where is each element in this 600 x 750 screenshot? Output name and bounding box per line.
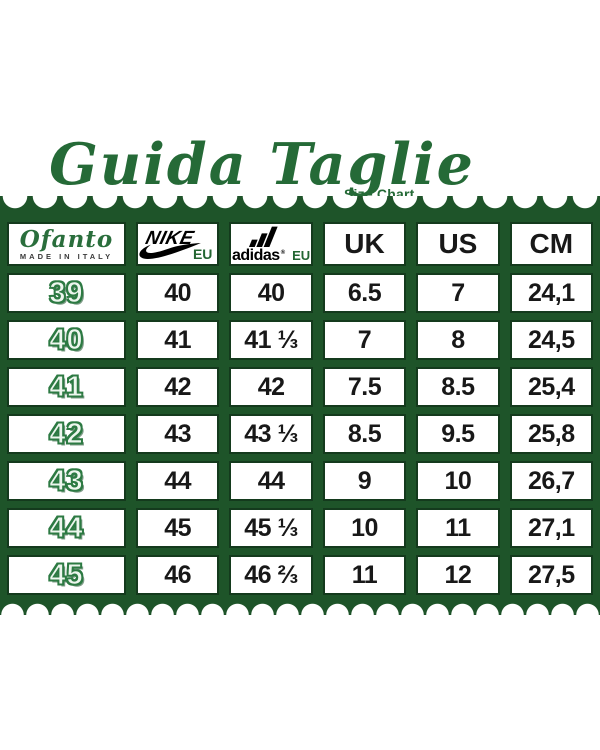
nike-size-cell: 42 [136,367,220,407]
uk-size-cell: 7 [322,320,407,360]
nike-size-cell: 41 [136,320,220,360]
uk-header: UK [322,222,407,266]
adidas-size-cell: 46 ⅔ [229,555,313,595]
nike-size-cell: 40 [136,273,220,313]
ofanto-size-cell: 39 [7,273,126,313]
cm-size-cell: 25,8 [509,414,593,454]
adidas-header: adidas ® EU [229,222,313,266]
table-row: 42 43 43 ⅓ 8.5 9.5 25,8 [7,414,593,454]
us-size-cell: 10 [416,461,500,501]
ofanto-size-cell: 43 [7,461,126,501]
cm-size-cell: 27,1 [509,508,593,548]
adidas-eu-label: EU [292,247,311,263]
table-body: 39 40 40 6.5 7 24,1 40 41 41 ⅓ 7 8 24,5 … [7,273,593,595]
nike-header: NIKE EU [136,222,220,266]
nike-size-cell: 43 [136,414,220,454]
table-row: 44 45 45 ⅓ 10 11 27,1 [7,508,593,548]
uk-size-cell: 10 [322,508,407,548]
table-row: 41 42 42 7.5 8.5 25,4 [7,367,593,407]
top-scallop-border [0,196,600,213]
adidas-size-cell: 40 [229,273,313,313]
nike-size-cell: 44 [136,461,220,501]
ofanto-size-cell: 40 [7,320,126,360]
adidas-reg-mark: ® [280,249,286,256]
uk-size-cell: 7.5 [322,367,407,407]
table-header-row: Ofanto MADE IN ITALY NIKE EU [7,222,593,266]
nike-size-cell: 46 [136,555,220,595]
nike-logo: NIKE [136,227,202,260]
us-size-cell: 11 [416,508,500,548]
ofanto-size-cell: 44 [7,508,126,548]
ofanto-header: Ofanto MADE IN ITALY [7,222,126,266]
uk-header-label: UK [344,228,385,259]
table-row: 43 44 44 9 10 26,7 [7,461,593,501]
ofanto-logo: Ofanto [19,225,114,253]
bottom-scallop-border [0,601,600,615]
us-size-cell: 12 [416,555,500,595]
table-row: 40 41 41 ⅓ 7 8 24,5 [7,320,593,360]
table-row: 39 40 40 6.5 7 24,1 [7,273,593,313]
table-row: 45 46 46 ⅔ 11 12 27,5 [7,555,593,595]
uk-size-cell: 6.5 [322,273,407,313]
nike-swoosh-icon [139,242,201,259]
adidas-size-cell: 43 ⅓ [229,414,313,454]
cm-size-cell: 24,5 [509,320,593,360]
us-size-cell: 7 [416,273,500,313]
uk-size-cell: 11 [322,555,407,595]
nike-wordmark: NIKE [143,227,196,249]
cm-size-cell: 27,5 [509,555,593,595]
size-table: Ofanto MADE IN ITALY NIKE EU [0,213,600,601]
cm-size-cell: 26,7 [509,461,593,501]
size-table-band: Ofanto MADE IN ITALY NIKE EU [0,196,600,615]
page-title: Guida Taglie [49,131,475,199]
us-header-label: US [438,228,478,259]
ofanto-size-cell: 45 [7,555,126,595]
adidas-size-cell: 44 [229,461,313,501]
adidas-size-cell: 41 ⅓ [229,320,313,360]
us-header: US [416,222,500,266]
uk-size-cell: 8.5 [322,414,407,454]
adidas-wordmark: adidas [232,246,280,264]
cm-size-cell: 25,4 [509,367,593,407]
adidas-wordline: adidas ® EU [232,246,311,264]
nike-eu-label: EU [192,246,213,262]
ofanto-tagline: MADE IN ITALY [19,251,114,261]
ofanto-size-cell: 42 [7,414,126,454]
ofanto-size-cell: 41 [7,367,126,407]
us-size-cell: 8.5 [416,367,500,407]
cm-header-label: CM [529,228,574,259]
adidas-stripes-icon [249,226,278,247]
nike-size-cell: 45 [136,508,220,548]
cm-header: CM [509,222,593,266]
adidas-size-cell: 42 [229,367,313,407]
us-size-cell: 9.5 [416,414,500,454]
adidas-size-cell: 45 ⅓ [229,508,313,548]
uk-size-cell: 9 [322,461,407,501]
cm-size-cell: 24,1 [509,273,593,313]
us-size-cell: 8 [416,320,500,360]
